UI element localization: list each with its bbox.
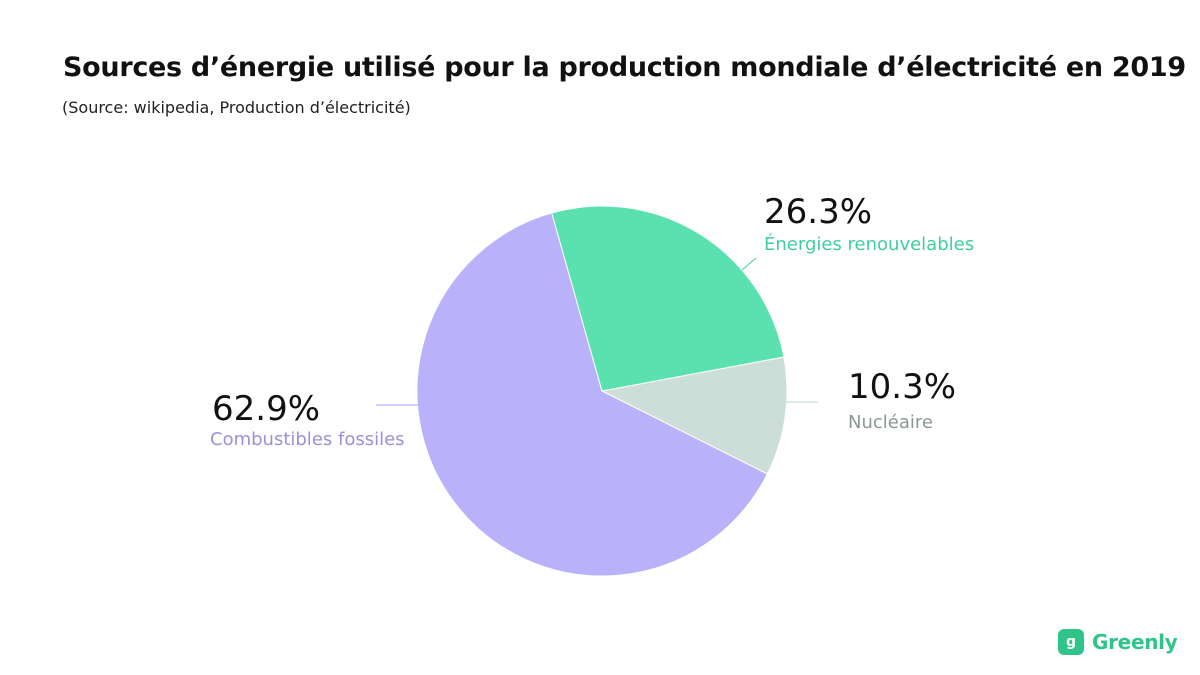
greenly-logo-icon: g bbox=[1058, 629, 1084, 655]
chart-subtitle: (Source: wikipedia, Production d’électri… bbox=[62, 98, 411, 117]
data-label-renouvelables-value: 26.3% bbox=[764, 192, 872, 232]
pie-slice-nucleaire bbox=[600, 356, 788, 475]
chart-title: Sources d’énergie utilisé pour la produc… bbox=[63, 52, 1186, 83]
data-label-fossiles-name: Combustibles fossiles bbox=[210, 429, 405, 450]
pie-slice-renouvelables bbox=[551, 205, 785, 392]
greenly-logo-text: Greenly bbox=[1092, 630, 1178, 654]
data-label-nucleaire-name: Nucléaire bbox=[848, 412, 933, 433]
greenly-logo: g Greenly bbox=[1058, 629, 1178, 655]
data-label-fossiles-value: 62.9% bbox=[212, 389, 320, 429]
leader-line-renouvelables bbox=[741, 257, 757, 271]
data-label-renouvelables-name: Énergies renouvelables bbox=[764, 233, 974, 255]
data-label-nucleaire-value: 10.3% bbox=[848, 367, 956, 407]
pie-slice-fossiles bbox=[416, 212, 768, 577]
